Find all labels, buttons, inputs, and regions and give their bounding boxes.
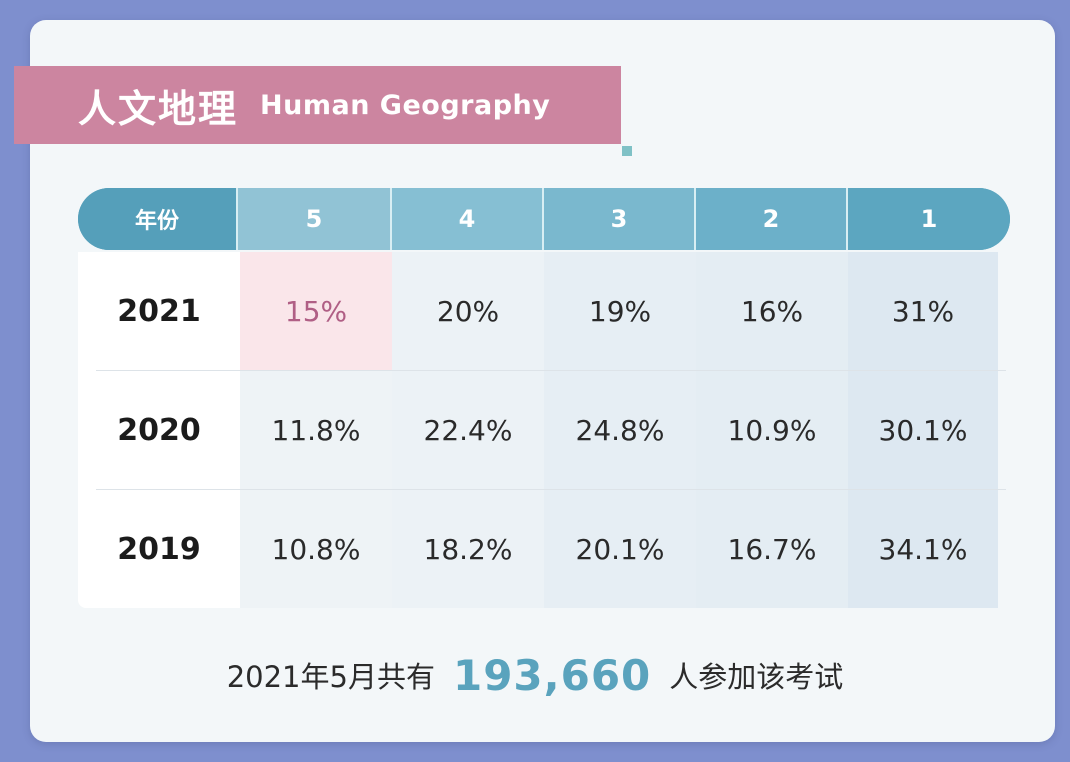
value-cell: 10.8% xyxy=(271,532,361,566)
value-cell: 20.1% xyxy=(575,532,665,566)
value-cell: 16.7% xyxy=(727,532,817,566)
header-score-1: 1 xyxy=(848,188,1010,250)
table-body: 2021 15% 20% 19% 16% 31% 2020 11.8% 22.4… xyxy=(78,252,1006,608)
column-bg-2 xyxy=(696,252,848,608)
table-row: 2021 15% 20% 19% 16% 31% xyxy=(78,252,998,370)
title-english: Human Geography xyxy=(260,89,551,121)
value-cell: 24.8% xyxy=(575,413,665,447)
header-year: 年份 xyxy=(78,188,238,250)
value-cell: 34.1% xyxy=(878,532,968,566)
header-score-2: 2 xyxy=(696,188,848,250)
year-cell: 2020 xyxy=(117,412,201,448)
value-cell: 31% xyxy=(891,294,955,328)
value-cell: 10.9% xyxy=(727,413,817,447)
participant-count: 193,660 xyxy=(452,650,652,700)
value-cell: 15% xyxy=(284,294,348,328)
row-divider xyxy=(96,489,1006,490)
footer-caption: 2021年5月共有 193,660 人参加该考试 xyxy=(0,645,1070,705)
column-bg-4 xyxy=(392,252,544,608)
highlighted-cell-bg xyxy=(240,252,392,370)
footer-suffix: 人参加该考试 xyxy=(669,660,844,694)
column-bg-3 xyxy=(544,252,696,608)
row-divider xyxy=(96,370,1006,371)
value-cell: 20% xyxy=(436,294,500,328)
value-cell: 16% xyxy=(740,294,804,328)
table-row: 2020 11.8% 22.4% 24.8% 10.9% 30.1% xyxy=(78,371,998,489)
value-cell: 11.8% xyxy=(271,413,361,447)
title-banner: 人文地理 Human Geography xyxy=(14,66,621,144)
table-row: 2019 10.8% 18.2% 20.1% 16.7% 34.1% xyxy=(78,490,998,608)
table-header: 年份 5 4 3 2 1 xyxy=(78,188,1010,250)
column-bg-1 xyxy=(848,252,998,608)
header-score-5: 5 xyxy=(238,188,392,250)
header-score-4: 4 xyxy=(392,188,544,250)
decorative-square xyxy=(622,146,632,156)
year-column-bg xyxy=(78,252,240,608)
year-cell: 2021 xyxy=(117,293,201,329)
value-cell: 22.4% xyxy=(423,413,513,447)
value-cell: 19% xyxy=(588,294,652,328)
footer-prefix: 2021年5月共有 xyxy=(226,660,435,694)
year-cell: 2019 xyxy=(117,531,201,567)
value-cell: 30.1% xyxy=(878,413,968,447)
value-cell: 18.2% xyxy=(423,532,513,566)
header-score-3: 3 xyxy=(544,188,696,250)
title-chinese: 人文地理 xyxy=(78,86,239,131)
